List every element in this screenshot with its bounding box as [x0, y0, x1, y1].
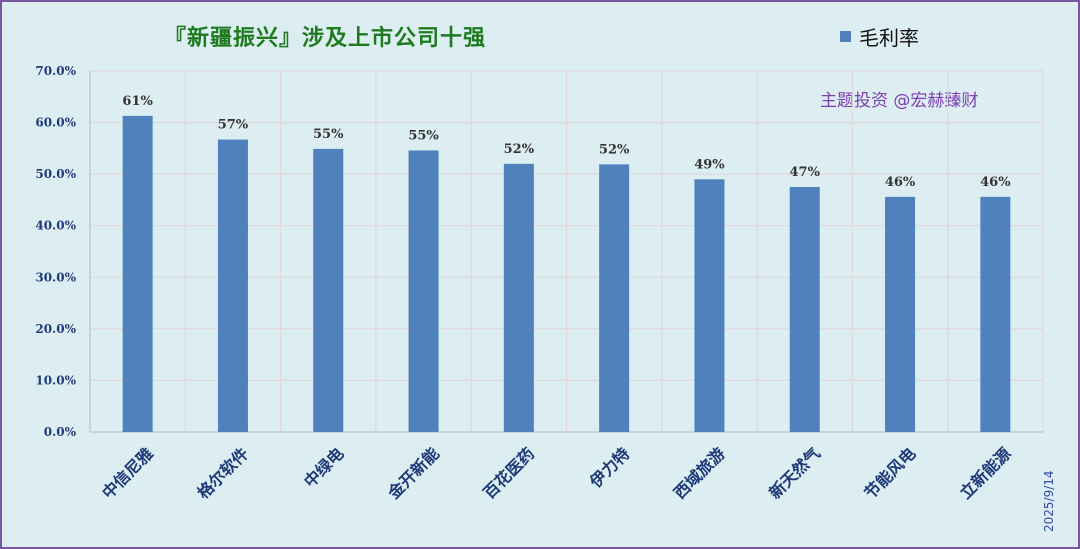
category-label: 百花医药 — [479, 444, 538, 503]
bar — [503, 163, 534, 433]
y-tick-label: 10.0% — [35, 373, 76, 387]
data-label: 49% — [694, 157, 725, 172]
y-tick-label: 70.0% — [35, 64, 76, 78]
category-label: 金开新能 — [383, 444, 442, 503]
data-label: 55% — [313, 127, 344, 142]
data-label: 46% — [885, 175, 916, 190]
data-label: 47% — [790, 165, 821, 180]
category-label: 西域旅游 — [670, 444, 729, 503]
category-label: 伊力特 — [585, 444, 633, 492]
data-label: 46% — [980, 175, 1011, 190]
category-label: 节能风电 — [861, 444, 920, 503]
data-label: 52% — [599, 142, 630, 157]
data-label: 61% — [122, 94, 153, 109]
bar — [217, 139, 248, 432]
chart-title: 『新疆振兴』涉及上市公司十强 — [164, 25, 487, 51]
category-label: 格尔软件 — [194, 444, 253, 503]
data-label: 55% — [408, 128, 439, 143]
bar — [599, 164, 630, 432]
watermark-text: 主题投资 @宏赫臻财 — [820, 91, 979, 111]
y-tick-label: 30.0% — [35, 270, 76, 284]
y-tick-label: 50.0% — [35, 167, 76, 181]
data-label: 52% — [504, 142, 535, 157]
y-tick-label: 20.0% — [35, 322, 76, 336]
data-label: 57% — [218, 118, 249, 133]
bar — [408, 150, 439, 433]
legend-swatch — [840, 31, 851, 42]
legend: 毛利率 — [840, 22, 919, 51]
y-tick-label: 0.0% — [44, 425, 77, 439]
category-label: 新天然气 — [765, 444, 824, 503]
bar — [885, 196, 916, 432]
bar — [980, 196, 1011, 432]
category-label: 中信尼雅 — [98, 444, 157, 503]
legend-label: 毛利率 — [859, 26, 919, 50]
bar — [313, 148, 344, 432]
category-label: 中绿电 — [300, 444, 347, 491]
y-tick-label: 60.0% — [35, 116, 76, 130]
y-tick-label: 40.0% — [35, 219, 76, 233]
bar — [122, 115, 153, 433]
bar — [694, 179, 725, 432]
category-label: 立新能源 — [956, 444, 1015, 503]
bar — [789, 187, 820, 432]
